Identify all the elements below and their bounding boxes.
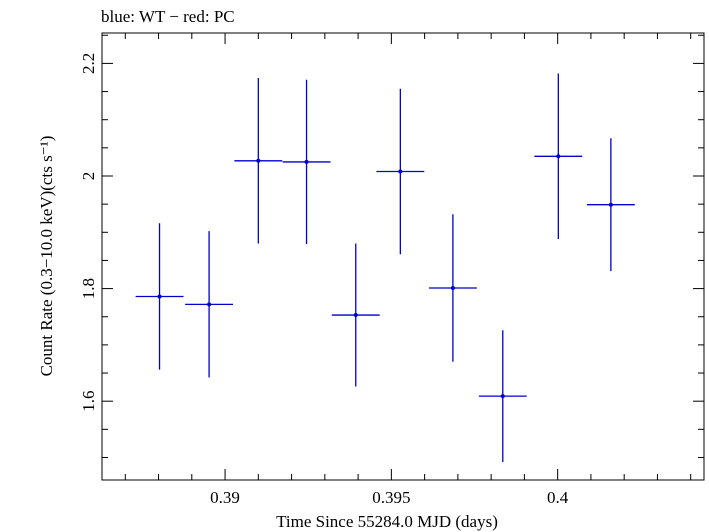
data-point	[556, 154, 561, 159]
data-point	[398, 169, 403, 174]
axis-tick-labels: 0.39 0.395 0.4 1.6 1.8 2 2.2	[79, 53, 569, 507]
y-tick-label: 1.6	[79, 391, 98, 412]
x-axis-label: Time Since 55284.0 MJD (days)	[276, 512, 498, 531]
plot-frame	[101, 32, 705, 481]
axis-ticks	[102, 33, 704, 480]
y-tick-label: 2.2	[79, 53, 98, 74]
data-point	[353, 313, 358, 318]
data-point	[207, 302, 212, 307]
data-marks	[135, 73, 635, 462]
data-point	[450, 286, 455, 291]
data-point	[256, 158, 261, 163]
x-tick-label: 0.39	[210, 488, 240, 507]
data-point	[157, 294, 162, 299]
y-tick-label: 2	[79, 172, 98, 181]
data-point	[304, 159, 309, 164]
y-axis-label: Count Rate (0.3−10.0 keV)(cts s⁻¹)	[37, 136, 56, 377]
chart-title: blue: WT − red: PC	[101, 7, 235, 26]
x-tick-label: 0.4	[547, 488, 569, 507]
data-point	[608, 202, 613, 207]
data-point	[500, 394, 505, 399]
y-tick-label: 1.8	[79, 278, 98, 299]
x-tick-label: 0.395	[372, 488, 410, 507]
